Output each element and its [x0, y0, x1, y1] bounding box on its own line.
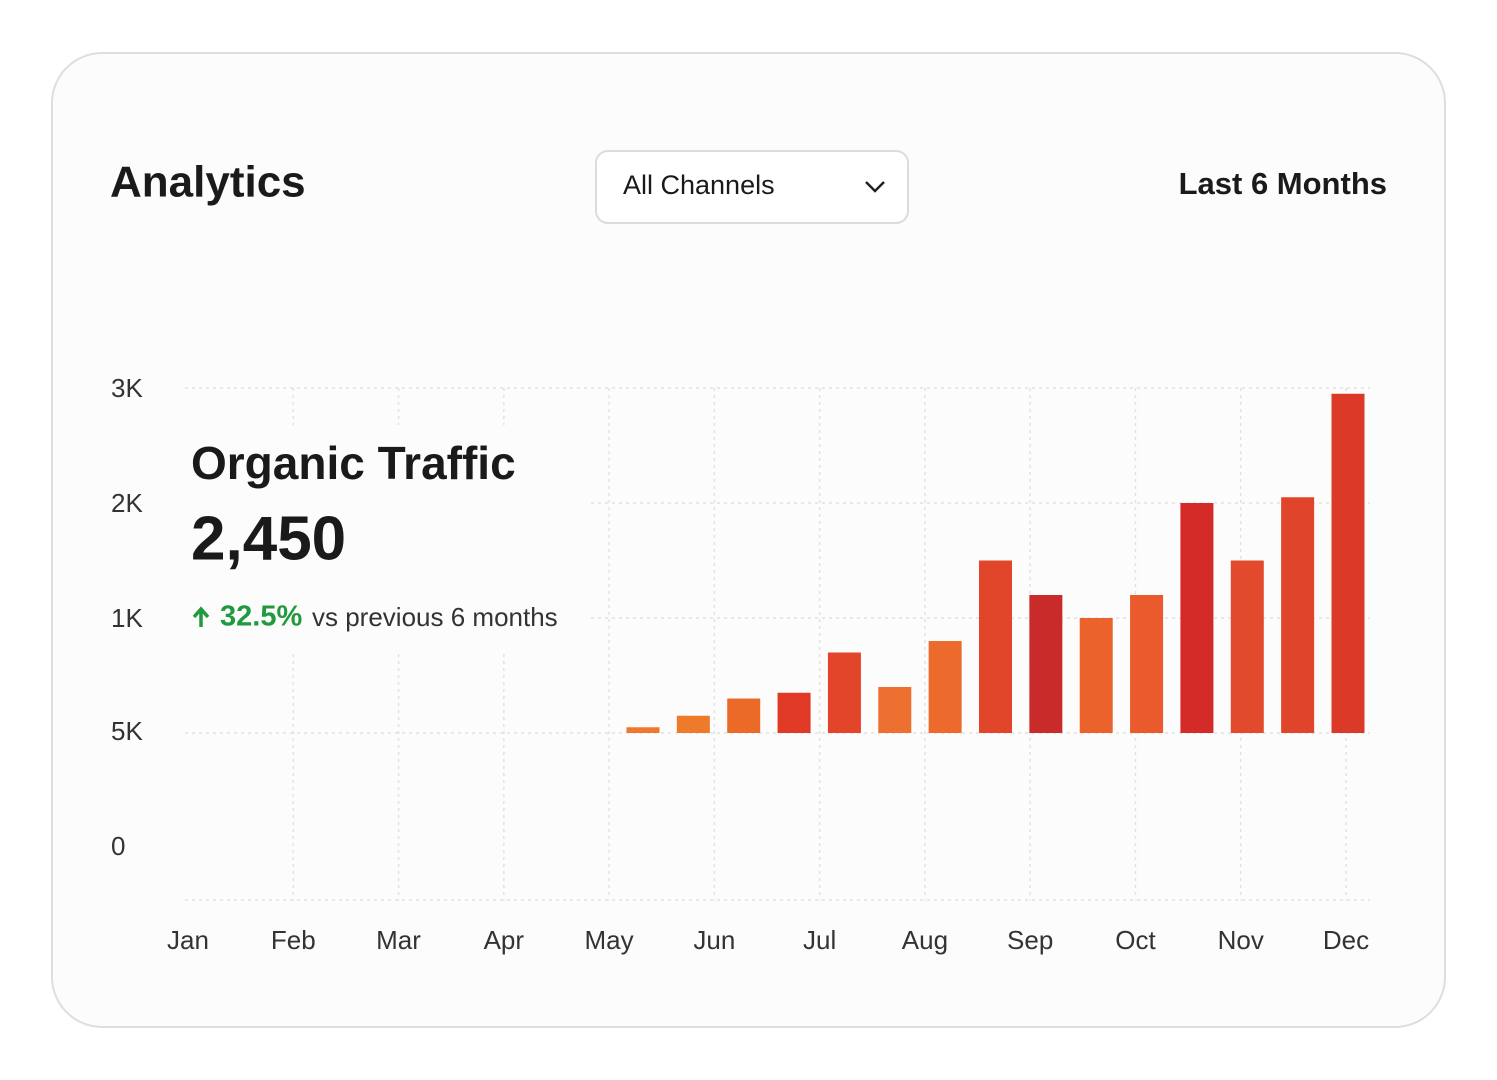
bar: [827, 652, 861, 733]
y-tick-label: 1K: [111, 603, 143, 633]
change-note: vs previous 6 months: [312, 602, 558, 632]
bar: [1029, 595, 1063, 733]
bar: [727, 698, 761, 733]
x-label: Mar: [376, 925, 421, 955]
x-label: Oct: [1115, 925, 1156, 955]
bar: [928, 641, 962, 733]
chevron[interactable]: [865, 181, 885, 193]
period[interactable]: Last 6 Months: [1179, 166, 1387, 201]
x-label: Jul: [803, 925, 836, 955]
bar: [1230, 560, 1264, 733]
x-label: Nov: [1218, 925, 1264, 955]
bar: [676, 715, 710, 733]
bar: [979, 560, 1012, 733]
y-axis-label: 5K: [111, 716, 143, 746]
card: [51, 52, 1446, 1028]
bar: [1130, 595, 1164, 733]
y-tick-label: 3K: [111, 373, 143, 403]
bar: [1079, 618, 1113, 733]
x-label: Jan: [167, 925, 209, 955]
title: Analytics: [110, 158, 306, 207]
x-label: Jun: [693, 925, 735, 955]
dropdown[interactable]: All Channels: [595, 150, 909, 224]
dropdown-label[interactable]: All Channels: [623, 170, 775, 200]
bar: [1281, 497, 1315, 733]
x-label: Dec: [1323, 925, 1369, 955]
dropdown-box[interactable]: [595, 150, 909, 224]
bar: [878, 687, 912, 733]
y-axis-label: 0: [111, 831, 125, 861]
summary-label: Organic Traffic: [191, 437, 516, 489]
bar: [1331, 393, 1365, 733]
up-arrow: [192, 606, 210, 627]
x-label: May: [585, 925, 634, 955]
change: 32.5%: [220, 601, 302, 633]
y-tick-label: 2K: [111, 488, 143, 518]
bar: [1180, 503, 1214, 733]
summary-value: 2,450: [191, 504, 346, 573]
x-label: Feb: [271, 925, 316, 955]
x-label: Apr: [484, 925, 525, 955]
bar: [626, 727, 660, 733]
summary-panel: [180, 425, 590, 650]
x-label: Aug: [902, 925, 948, 955]
x-label: Sep: [1007, 925, 1053, 955]
bar: [777, 692, 811, 733]
